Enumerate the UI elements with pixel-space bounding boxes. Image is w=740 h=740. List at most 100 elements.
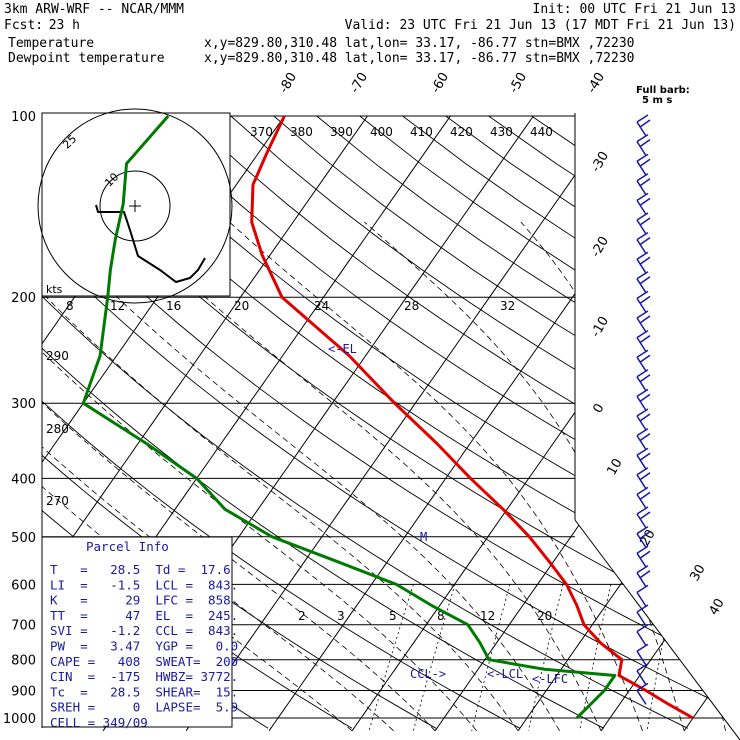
barb-flag	[636, 231, 649, 241]
barb-staff	[636, 239, 647, 255]
barb-flag	[639, 570, 651, 579]
temperature-line	[250, 115, 694, 720]
barb-flag	[636, 212, 649, 221]
wind-barb	[636, 663, 649, 686]
parcel-info-row: SVI = -1.2 CCL = 843.	[50, 623, 238, 638]
dewpoint-legend-info: x,y=829.80,310.48 lat,lon= 33.17, -86.77…	[204, 51, 634, 66]
isotherm	[434, 115, 740, 732]
mixing-ratio-line	[471, 584, 511, 731]
mixing-ratio-low-label: 12	[480, 609, 495, 623]
dry-adiabat	[402, 115, 740, 729]
wind-barb	[636, 133, 651, 157]
mixing-ratio-low-label: 2	[298, 609, 306, 623]
parcel-info-row: TT = 47 EL = 245.	[50, 608, 238, 623]
parcel-info-row: K = 29 LFC = 858.	[50, 593, 238, 608]
temperature-tick-label: -80	[276, 70, 300, 96]
barb-flag	[639, 158, 651, 167]
barb-flag	[639, 472, 651, 481]
wind-barb	[636, 447, 651, 470]
dewpoint-line	[81, 115, 617, 720]
theta-label: 400	[370, 125, 393, 139]
barb-flag	[636, 506, 649, 515]
barb-staff	[636, 533, 647, 549]
hodograph-units: kts	[46, 283, 63, 296]
isotherm	[268, 115, 700, 732]
barb-flag	[636, 682, 649, 692]
barb-flag	[639, 354, 651, 363]
barb-legend-title: Full barb:	[636, 85, 690, 96]
dry-adiabat	[531, 115, 740, 729]
barb-flag	[639, 452, 651, 461]
barb-staff	[636, 591, 647, 607]
mixing-ratio-low-label: 3	[337, 609, 345, 623]
mixing-ratio-low-label: 5	[389, 609, 397, 623]
mixing-ratio-top-label: 24	[314, 299, 329, 313]
dry-adiabat	[574, 115, 740, 729]
pressure-label: 100	[11, 110, 36, 125]
temperature-tick-label: -70	[347, 70, 371, 96]
barb-flag	[639, 295, 651, 305]
hodograph: 25 10 kts	[37, 108, 233, 304]
barb-staff	[636, 513, 647, 529]
wind-barb	[636, 486, 651, 509]
barb-staff	[636, 689, 647, 705]
pressure-label: 800	[11, 654, 36, 669]
barb-flag	[639, 138, 651, 148]
theta-label: 430	[490, 125, 513, 139]
barb-flag	[636, 369, 649, 378]
dry-adiabat	[359, 115, 740, 729]
theta-side-label: 290	[46, 349, 69, 363]
barb-flag	[636, 271, 649, 280]
parcel-info-row: CAPE = 408 SWEAT= 200	[50, 654, 238, 669]
mixing-ratio-top-label: 32	[500, 299, 515, 313]
dry-adiabat	[488, 115, 740, 729]
wind-barb	[636, 212, 651, 235]
isotherm	[351, 115, 740, 732]
parcel-annotations: <-EL M CCL-> <-LCL <-LFC	[328, 342, 568, 686]
temperature-tick-label: 30	[687, 562, 708, 584]
wind-barb	[636, 584, 649, 607]
barb-flag	[636, 133, 649, 143]
barb-flag	[639, 413, 651, 422]
barb-flag	[639, 491, 651, 501]
barb-staff	[636, 650, 647, 666]
wind-barb	[636, 682, 649, 705]
temperature-tick-label: -50	[506, 70, 530, 96]
barb-staff	[636, 611, 647, 627]
wind-barb	[636, 192, 651, 215]
parcel-info-title: Parcel Info	[86, 539, 169, 554]
isotherm	[42, 115, 285, 732]
model-title: 3km ARW-WRF -- NCAR/MMM	[4, 2, 184, 17]
right-border-slant	[574, 519, 740, 740]
barb-flag	[639, 236, 651, 246]
temperature-tick-label: -10	[588, 314, 612, 340]
barb-staff	[636, 180, 647, 196]
dry-adiabat	[42, 115, 740, 729]
barb-flag	[636, 427, 649, 437]
mixing-ratio-line	[368, 584, 414, 731]
pressure-label: 500	[11, 531, 36, 546]
parcel-info-row: SREH = 0 LAPSE= 5.9	[50, 700, 238, 715]
barb-legend: Full barb: 5 m s	[636, 85, 690, 106]
barb-flag	[639, 511, 651, 520]
dry-adiabat	[144, 115, 740, 729]
wind-barb	[636, 251, 651, 274]
barb-flag	[639, 530, 651, 540]
dry-adiabat	[42, 115, 521, 729]
el-annotation: <-EL	[328, 342, 357, 356]
wind-barbs	[636, 114, 651, 705]
theta-label: 410	[410, 125, 433, 139]
wind-barb	[636, 643, 649, 666]
barb-flag	[639, 256, 651, 265]
barb-flag	[639, 178, 651, 187]
barb-flag	[639, 550, 651, 559]
forecast-label: Fcst:	[4, 18, 43, 33]
pressure-label: 600	[11, 578, 36, 593]
barb-flag	[636, 349, 649, 358]
barb-staff	[636, 474, 647, 490]
theta-label: 380	[290, 125, 313, 139]
barb-staff	[636, 199, 647, 215]
barb-flag	[639, 393, 651, 403]
barb-flag	[636, 643, 649, 652]
